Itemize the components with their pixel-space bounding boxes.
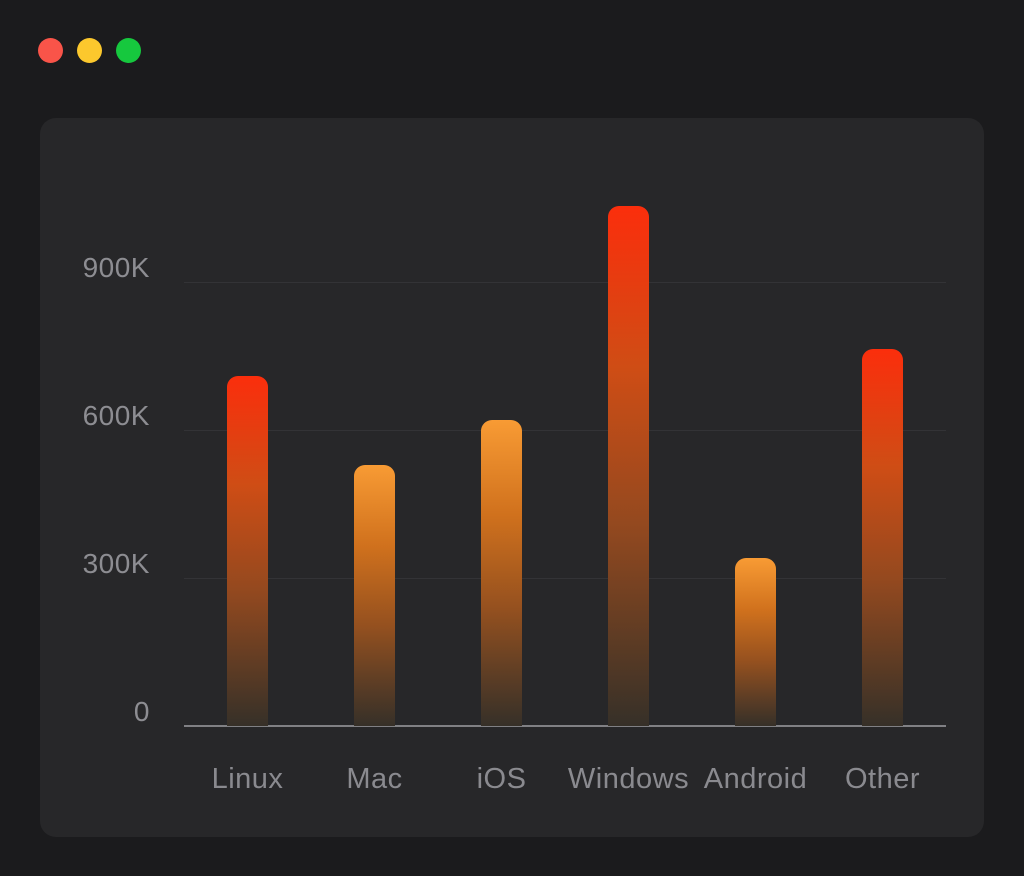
- bar-linux[interactable]: [227, 376, 268, 726]
- zoom-button[interactable]: [116, 38, 141, 63]
- gridline-900K: [184, 282, 946, 283]
- x-axis-label-android: Android: [703, 763, 808, 795]
- bar-other[interactable]: [862, 349, 903, 726]
- x-axis-label-other: Other: [844, 763, 921, 795]
- bar-android[interactable]: [735, 558, 776, 726]
- minimize-button[interactable]: [77, 38, 102, 63]
- y-axis-tick-label: 0: [133, 696, 150, 727]
- y-axis-tick-label: 600K: [82, 400, 150, 431]
- bar-mac[interactable]: [354, 465, 395, 726]
- x-axis-label-windows: Windows: [567, 763, 690, 795]
- chart-card: 900K 600K 300K 0 Linux Mac iOS Windows Android Ot…: [40, 118, 984, 837]
- x-axis-label-mac: Mac: [346, 763, 403, 795]
- x-axis-label-ios: iOS: [476, 763, 527, 795]
- bar-ios[interactable]: [481, 420, 522, 726]
- close-button[interactable]: [38, 38, 63, 63]
- y-axis-tick-label: 900K: [82, 252, 150, 283]
- x-axis-line: [184, 725, 946, 727]
- gridline-300K: [184, 578, 946, 579]
- bar-windows[interactable]: [608, 206, 649, 726]
- x-axis-label-linux: Linux: [211, 763, 284, 795]
- titlebar: [38, 38, 141, 63]
- gridline-600K: [184, 430, 946, 431]
- bar-chart: 900K 600K 300K 0 Linux Mac iOS Windows Android Ot…: [40, 118, 984, 837]
- y-axis-tick-label: 300K: [82, 548, 150, 579]
